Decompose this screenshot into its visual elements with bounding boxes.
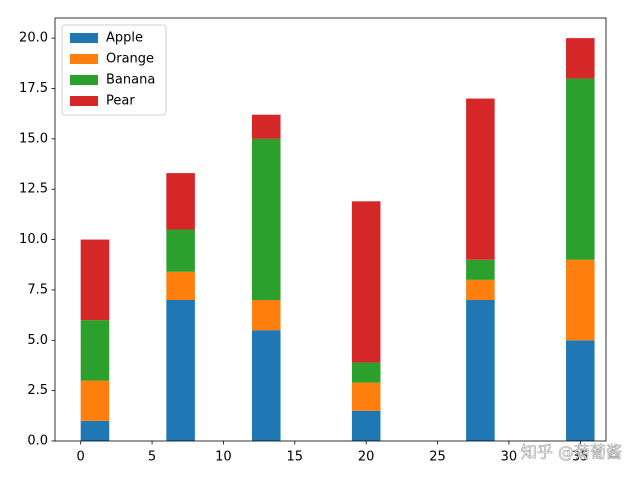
bar-segment: [351, 201, 381, 363]
y-tick-label: 17.5: [19, 81, 48, 96]
y-tick-label: 20.0: [19, 31, 48, 46]
legend-label: Orange: [106, 52, 154, 67]
legend-swatch: [70, 33, 98, 43]
bar-segment: [166, 271, 195, 300]
bar-segment: [166, 173, 195, 230]
legend-label: Apple: [106, 31, 143, 46]
y-tick-label: 2.5: [27, 383, 48, 398]
x-tick-label: 10: [215, 450, 232, 465]
bar-segment: [166, 229, 195, 272]
bar-segment: [80, 420, 110, 441]
y-tick-label: 12.5: [19, 182, 48, 197]
legend-swatch: [70, 54, 98, 64]
x-tick-label: 5: [148, 450, 156, 465]
legend-swatch: [70, 96, 98, 106]
bar-segment: [466, 279, 495, 300]
bar-segment: [466, 98, 495, 260]
bar-segment: [351, 362, 381, 383]
bar-segment: [466, 259, 495, 280]
watermark: 知乎 @菊葡酱: [521, 443, 622, 462]
bar-segment: [251, 138, 281, 300]
y-tick-label: 15.0: [19, 131, 48, 146]
bar-segment: [566, 259, 595, 341]
bar-segment: [251, 114, 281, 139]
bar-segment: [351, 410, 381, 441]
bar-segment: [80, 239, 110, 321]
x-tick-label: 30: [501, 450, 518, 465]
plot-frame: [54, 17, 607, 442]
x-tick-label: 20: [358, 450, 375, 465]
legend-label: Banana: [106, 73, 155, 88]
legend-box: [61, 24, 167, 116]
bar-segment: [251, 300, 281, 331]
bar-segment: [166, 300, 195, 441]
bar-segment: [566, 340, 595, 441]
bar-segment: [80, 380, 110, 421]
bar-segment: [566, 78, 595, 260]
bar-segment: [251, 330, 281, 441]
y-tick-label: 7.5: [27, 282, 48, 297]
x-tick-label: 15: [287, 450, 304, 465]
y-tick-label: 10.0: [19, 232, 48, 247]
bar-segment: [80, 320, 110, 381]
x-tick-label: 35: [572, 450, 589, 465]
bar-segment: [351, 382, 381, 411]
x-tick-label: 0: [77, 450, 85, 465]
legend-swatch: [70, 75, 98, 85]
y-tick-label: 5.0: [27, 333, 48, 348]
bar-segment: [566, 38, 595, 79]
y-tick-label: 0.0: [27, 434, 48, 449]
legend-label: Pear: [106, 94, 135, 109]
x-tick-label: 25: [429, 450, 446, 465]
bar-segment: [466, 300, 495, 441]
